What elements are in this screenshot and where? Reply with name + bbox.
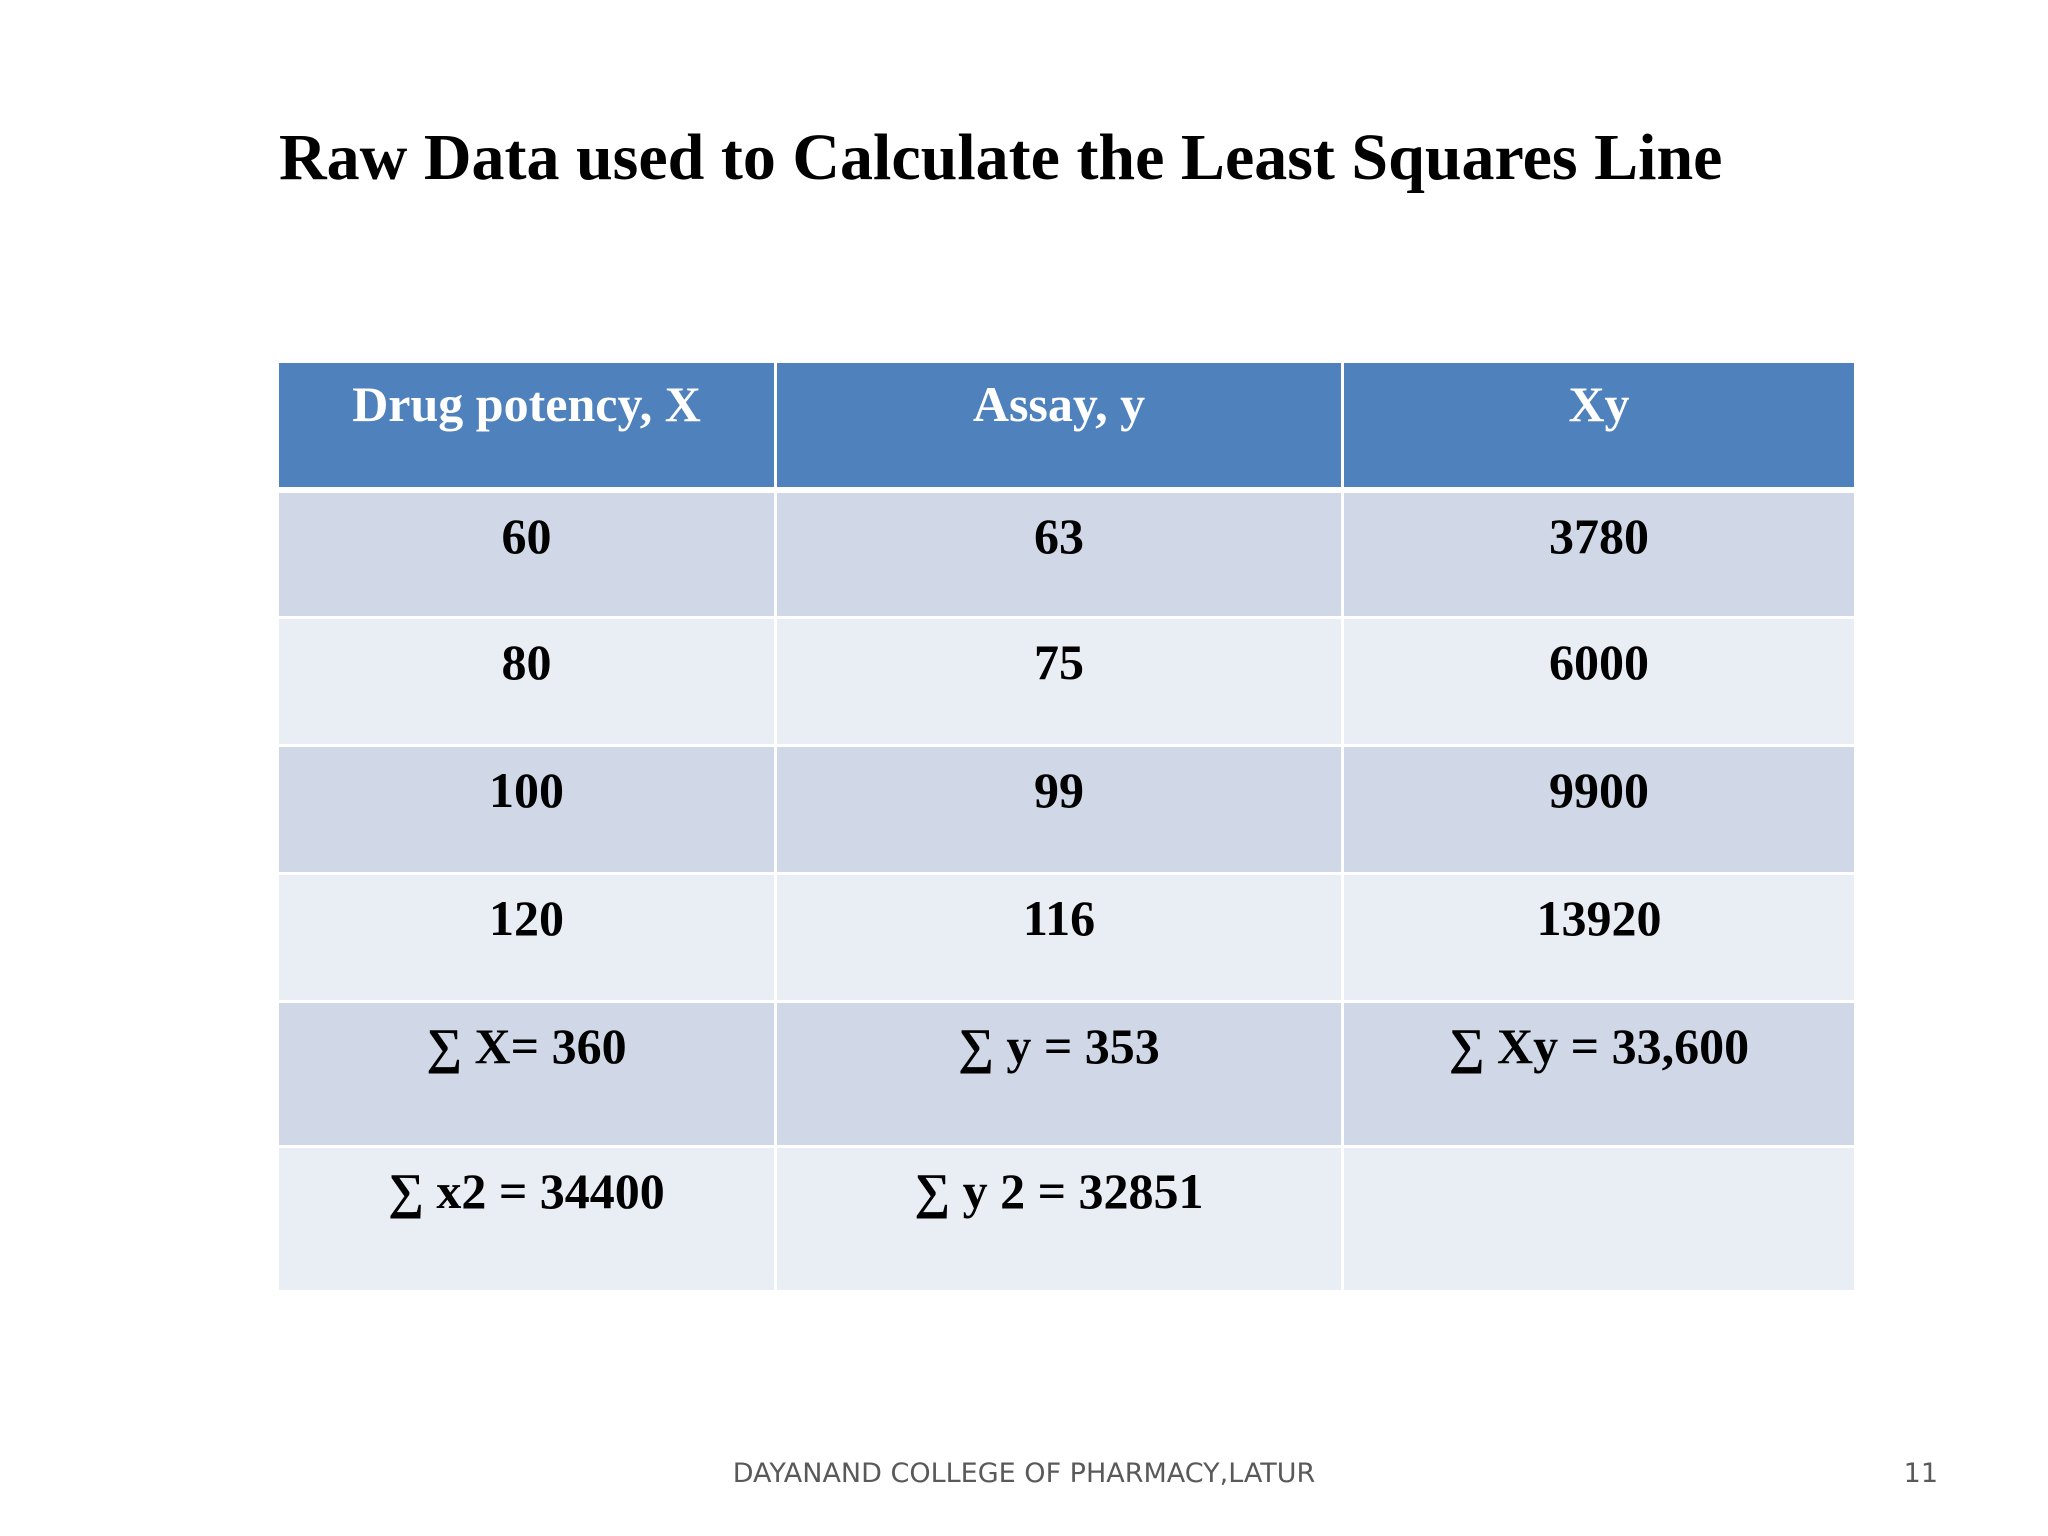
slide-title: Raw Data used to Calculate the Least Squ… [279,121,1723,194]
header-xy: Xy [1341,360,1857,493]
table-cell: 99 [774,744,1344,875]
sum-row: ∑ X= 360 ∑ y = 353 ∑ Xy = 33,600 [276,1000,1857,1148]
table-cell: 60 [276,488,777,619]
table-cell: 80 [276,616,777,747]
sum-squares-row: ∑ x2 = 34400 ∑ y 2 = 32851 [276,1145,1857,1293]
table-cell: 100 [276,744,777,875]
slide-footer: DAYANAND COLLEGE OF PHARMACY,LATUR [732,1458,1316,1489]
table-row: 60 63 3780 [276,488,1857,619]
header-assay: Assay, y [774,360,1344,493]
table-cell: 13920 [1341,872,1857,1003]
table-cell: 120 [276,872,777,1003]
sum-x-cell: ∑ X= 360 [276,1000,777,1148]
table-cell: 63 [774,488,1344,619]
table-row: 80 75 6000 [276,616,1857,747]
table-row: 100 99 9900 [276,744,1857,875]
sum-y2-cell: ∑ y 2 = 32851 [774,1145,1344,1293]
sum-y-cell: ∑ y = 353 [774,1000,1344,1148]
table-row: 120 116 13920 [276,872,1857,1003]
table-cell: 9900 [1341,744,1857,875]
page-number: 11 [1903,1458,1938,1489]
table-cell: 75 [774,616,1344,747]
sum-x2-cell: ∑ x2 = 34400 [276,1145,777,1293]
empty-cell [1341,1145,1857,1293]
sum-xy-cell: ∑ Xy = 33,600 [1341,1000,1857,1148]
data-table: Drug potency, X Assay, y Xy 60 63 3780 8… [276,360,1857,1293]
table-cell: 3780 [1341,488,1857,619]
table-header-row: Drug potency, X Assay, y Xy [276,360,1857,493]
table-cell: 6000 [1341,616,1857,747]
table-cell: 116 [774,872,1344,1003]
header-drug-potency: Drug potency, X [276,360,777,493]
